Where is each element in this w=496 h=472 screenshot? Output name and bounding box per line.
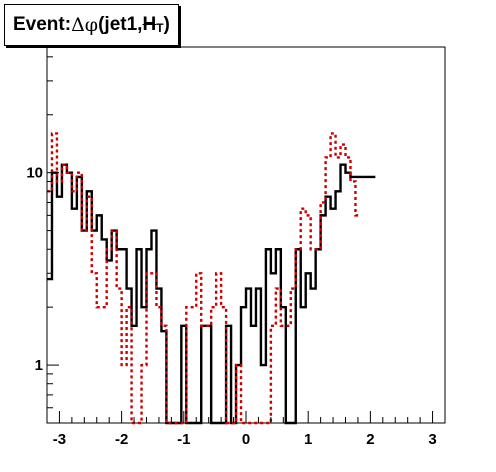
x-tick-label: -1 — [177, 431, 190, 448]
y-tick-label: 10 — [26, 165, 43, 182]
x-tick-label: 0 — [242, 431, 250, 448]
x-tick-label: 2 — [366, 431, 374, 448]
x-tick-label: -2 — [115, 431, 128, 448]
title-text: (jet1, — [98, 14, 143, 35]
x-tick-label: 1 — [304, 431, 312, 448]
y-tick-label: 1 — [35, 357, 43, 374]
title-symbol: Δφ — [71, 14, 99, 36]
title-met: H — [142, 14, 157, 35]
title-prefix: Event: — [13, 14, 72, 35]
title-sub: T — [156, 21, 164, 35]
chart-title: Event: Δφ (jet1, H T ) — [4, 4, 179, 46]
series-solid-line — [47, 163, 376, 425]
tick-label-group: -3 -2 -1 0 1 2 3 1 10 — [26, 165, 436, 448]
x-tick-label: -3 — [53, 431, 66, 448]
x-tick-label: 3 — [428, 431, 436, 448]
series-group — [47, 132, 376, 425]
series-dashed-line — [47, 132, 361, 425]
title-close: ) — [163, 14, 170, 35]
plot-frame — [46, 46, 446, 424]
axis-group — [46, 56, 446, 424]
